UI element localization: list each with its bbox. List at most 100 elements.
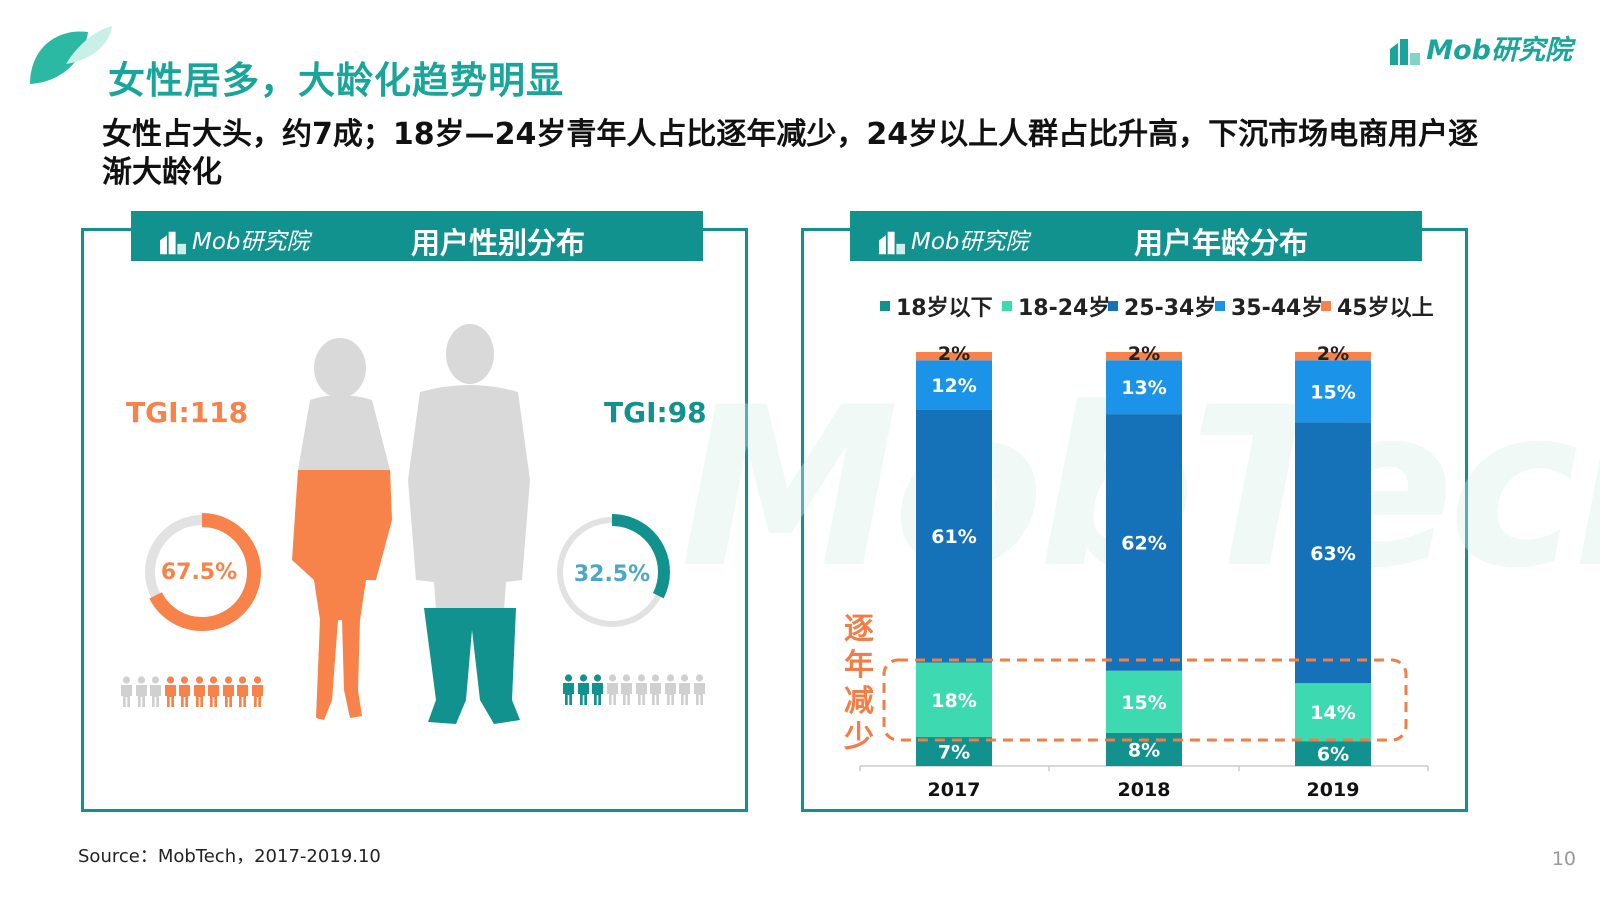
bar-segment — [1295, 352, 1371, 361]
bar-segment — [1106, 360, 1182, 415]
data-label: 63% — [1310, 543, 1355, 565]
legend-label: 25-34岁 — [1124, 296, 1217, 321]
person-icon — [222, 676, 234, 707]
age-panel-logo: Mob研究院 — [876, 222, 1029, 256]
person-icon — [664, 674, 676, 705]
data-label: 15% — [1310, 381, 1355, 403]
bar-segment — [1295, 741, 1371, 766]
legend-label: 18-24岁 — [1018, 296, 1111, 321]
bar-segment — [1295, 683, 1371, 742]
person-icon — [150, 676, 161, 707]
legend-swatch — [1002, 301, 1012, 311]
age-panel-logo-text: Mob研究院 — [911, 229, 1029, 255]
x-tick-label: 2018 — [1118, 779, 1171, 801]
data-label: 15% — [1121, 692, 1166, 714]
person-icon — [635, 674, 647, 705]
legend-swatch — [1321, 301, 1331, 311]
person-icon — [179, 676, 190, 707]
data-label: 8% — [1128, 739, 1160, 761]
gender-panel-logo-text: Mob研究院 — [192, 229, 310, 255]
data-label: 2% — [1317, 343, 1349, 365]
data-label: 14% — [1310, 702, 1355, 724]
legend-item-25-34: 25-34岁 — [1108, 290, 1216, 322]
building-logo-icon — [1390, 38, 1421, 65]
legend-swatch — [880, 301, 890, 311]
corner-leaf-icon — [30, 26, 112, 84]
data-label: 13% — [1121, 377, 1166, 399]
person-icon — [621, 674, 632, 705]
bar-segment — [1106, 352, 1182, 361]
age-panel-header: Mob研究院 用户年龄分布 — [850, 211, 1422, 261]
person-icon — [164, 676, 176, 707]
page-number: 10 — [1551, 848, 1576, 870]
gender-panel-logo: Mob研究院 — [157, 222, 310, 256]
bar-segment — [916, 409, 992, 663]
data-label: 2% — [1128, 343, 1160, 365]
female-share-donut — [143, 513, 261, 631]
source-note: Source：MobTech，2017-2019.10 — [78, 846, 381, 867]
person-icon — [121, 676, 132, 707]
data-label: 7% — [938, 742, 970, 764]
decline-highlight-box — [882, 658, 1408, 742]
x-tick-label: 2017 — [928, 779, 981, 801]
bar-segment — [916, 737, 992, 766]
bar-segment — [1106, 732, 1182, 766]
age-panel-title: 用户年龄分布 — [1134, 226, 1309, 260]
legend-label: 18岁以下 — [896, 296, 993, 321]
person-icon — [563, 674, 574, 705]
data-label: 18% — [931, 690, 976, 712]
female-tgi: TGI:118 — [126, 396, 249, 429]
bar-segment — [1295, 360, 1371, 423]
page-title: 女性居多，大龄化趋势明显 — [108, 59, 564, 102]
legend-item-18-24: 18-24岁 — [1002, 290, 1110, 322]
person-icon — [679, 674, 690, 705]
legend-item-under18: 18岁以下 — [880, 290, 993, 322]
legend-item-over45: 45岁以上 — [1321, 290, 1434, 322]
age-stacked-bar-chart: 7% 18% 61% 12% 2% 2017 8% 15% 62% 13% 2% 2018 6% 14% 6… — [859, 343, 1429, 801]
person-icon — [208, 676, 219, 707]
bar-segment — [1106, 414, 1182, 671]
female-silhouette-icon — [292, 338, 392, 720]
female-share-label: 67.5% — [160, 560, 238, 585]
decline-annotation: 逐年减少 — [844, 612, 874, 755]
bar-segment — [916, 662, 992, 738]
male-people-row — [562, 674, 707, 708]
gender-silhouettes — [292, 324, 530, 724]
page-subtitle: 女性占大头，约7成；18岁—24岁青年人占比逐年减少，24岁以上人群占比升高，下… — [102, 117, 1479, 190]
legend-swatch — [1108, 301, 1118, 311]
person-icon — [650, 674, 661, 705]
data-label: 12% — [931, 375, 976, 397]
person-icon — [135, 676, 147, 707]
legend-swatch — [1215, 301, 1225, 311]
x-tick-label: 2019 — [1307, 779, 1360, 801]
person-icon — [592, 674, 603, 705]
legend-label: 45岁以上 — [1337, 296, 1434, 321]
legend-label: 35-44岁 — [1231, 296, 1324, 321]
person-icon — [693, 674, 705, 705]
bar-segment — [1106, 670, 1182, 733]
male-silhouette-icon — [408, 324, 530, 724]
bar-segment — [916, 360, 992, 410]
male-tgi: TGI:98 — [604, 396, 707, 429]
gender-panel-title: 用户性别分布 — [411, 226, 586, 260]
bar-segment — [916, 352, 992, 361]
person-icon — [193, 676, 205, 707]
bar-segment — [1295, 422, 1371, 684]
gender-panel-header: Mob研究院 用户性别分布 — [131, 211, 703, 261]
data-label: 2% — [938, 343, 970, 365]
data-label: 6% — [1317, 744, 1349, 766]
data-label: 62% — [1121, 532, 1166, 554]
male-share-label: 32.5% — [573, 562, 651, 587]
person-icon — [606, 674, 618, 705]
female-people-row — [120, 676, 265, 710]
legend-item-35-44: 35-44岁 — [1215, 290, 1323, 322]
person-icon — [251, 676, 263, 707]
person-icon — [577, 674, 589, 705]
building-logo-icon — [160, 231, 186, 254]
male-share-donut — [554, 514, 670, 630]
person-icon — [237, 676, 248, 707]
data-label: 61% — [931, 526, 976, 548]
brand-logo-text: Mob研究院 — [1426, 35, 1572, 66]
building-logo-icon — [879, 231, 905, 254]
brand-logo: Mob研究院 — [1388, 28, 1572, 67]
